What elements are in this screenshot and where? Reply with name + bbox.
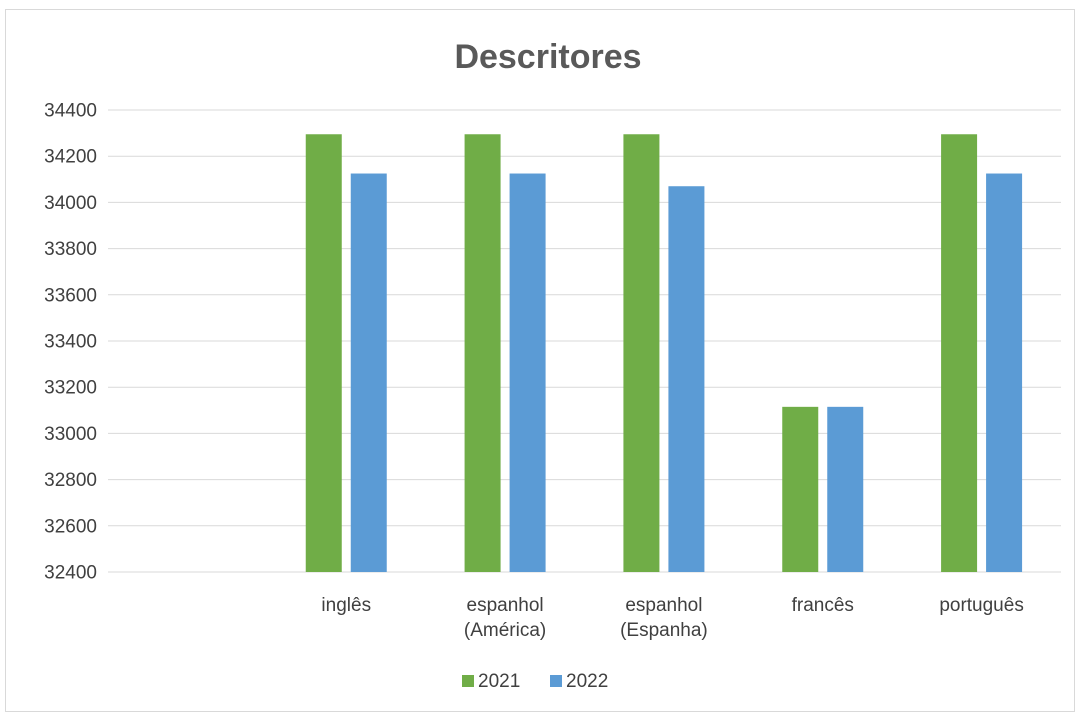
- y-tick-label: 33400: [44, 332, 97, 353]
- y-tick-label: 33000: [44, 424, 97, 445]
- x-category-label: português: [939, 595, 1024, 616]
- bar-2022-5: [986, 173, 1023, 572]
- legend: 2021 2022: [462, 671, 608, 692]
- y-tick-label: 33200: [44, 378, 97, 399]
- y-tick-label: 34400: [44, 101, 97, 122]
- y-tick-label: 32400: [44, 563, 97, 584]
- bar-2022-1: [350, 173, 387, 572]
- x-category-label: espanhol: [467, 595, 544, 616]
- x-category-label: (Espanha): [620, 620, 708, 641]
- x-category-label: espanhol: [625, 595, 702, 616]
- x-category-label: (América): [464, 620, 546, 641]
- chart-svg: Descritores 32400 32600 32800 33000 33200 334…: [44, 38, 1061, 692]
- bar-2022-2: [509, 173, 546, 572]
- bar-2022-3: [668, 186, 705, 573]
- chart-title: Descritores: [454, 38, 641, 76]
- bar-2021-3: [623, 134, 660, 572]
- bars: [305, 134, 1023, 573]
- y-tick-label: 32800: [44, 470, 97, 491]
- chart-area: Descritores 32400 32600 32800 33000 33200 334…: [5, 9, 1075, 712]
- bar-2021-5: [941, 134, 978, 572]
- bar-2021-1: [305, 134, 342, 572]
- legend-label: 2021: [478, 671, 520, 692]
- y-tick-label: 34000: [44, 193, 97, 214]
- gridlines: [108, 109, 1061, 573]
- legend-swatch-2022: [550, 675, 562, 687]
- y-axis-tick-labels: 32400 32600 32800 33000 33200 33400 33600 33800…: [44, 101, 97, 584]
- bar-2021-2: [464, 134, 501, 572]
- legend-label: 2022: [566, 671, 608, 692]
- bar-2021-4: [782, 406, 819, 572]
- y-tick-label: 34200: [44, 147, 97, 168]
- y-tick-label: 33600: [44, 285, 97, 306]
- legend-swatch-2021: [462, 675, 474, 687]
- y-tick-label: 32600: [44, 516, 97, 537]
- x-axis-category-labels: inglês espanhol (América) espanhol (Espanha)…: [321, 595, 1023, 641]
- x-category-label: francês: [792, 595, 854, 616]
- y-tick-label: 33800: [44, 239, 97, 260]
- x-category-label: inglês: [321, 595, 371, 616]
- bar-2022-4: [827, 406, 864, 572]
